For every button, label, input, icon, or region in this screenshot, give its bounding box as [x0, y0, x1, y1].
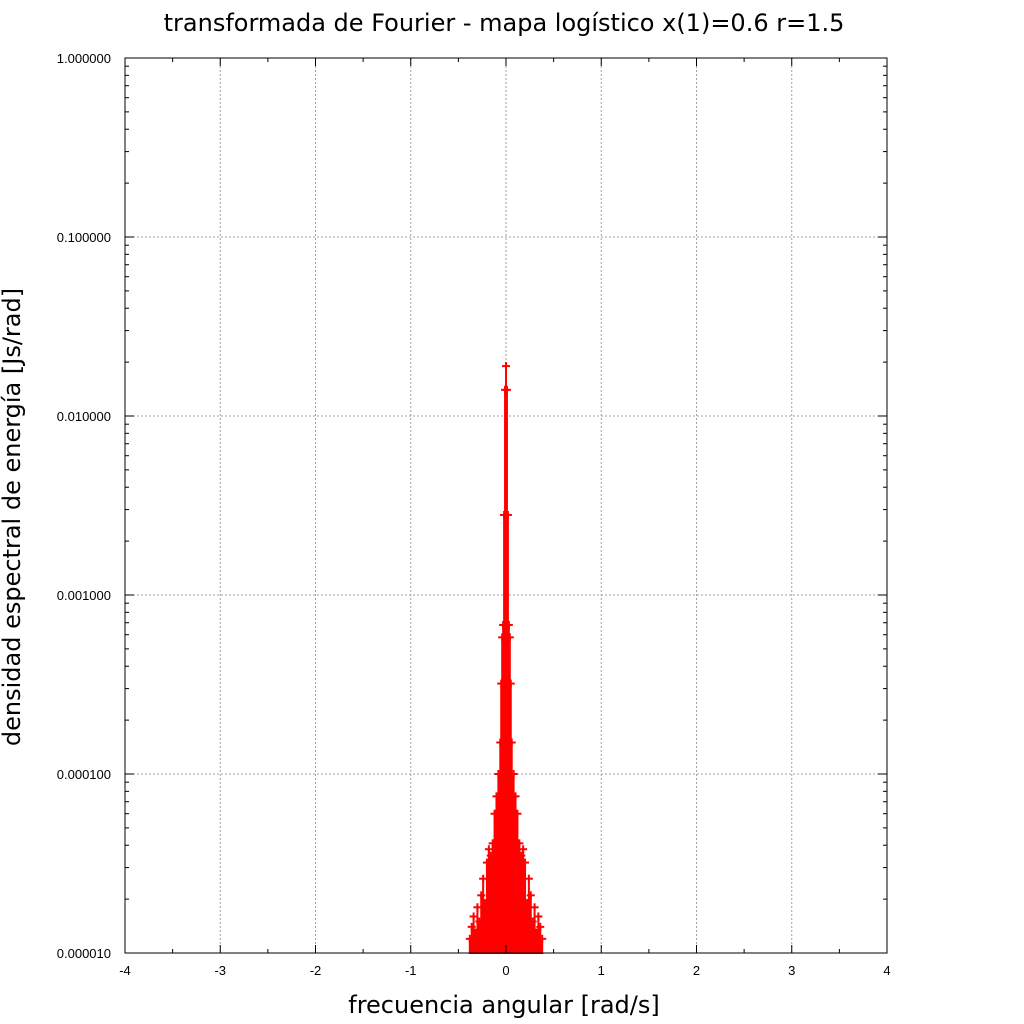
data-point [492, 792, 501, 801]
y-tick-label: 0.100000 [57, 230, 111, 245]
data-point [486, 851, 495, 860]
data-point [498, 633, 507, 642]
data-point [479, 874, 488, 883]
data-point [481, 899, 490, 908]
x-tick-labels: -4 -3 -2 -1 0 1 2 3 4 [119, 963, 890, 978]
data-point [473, 903, 482, 912]
data-point [502, 362, 510, 371]
y-tick-label: 0.001000 [57, 588, 111, 603]
y-tick-label: 0.000100 [57, 767, 111, 782]
data-point [532, 928, 541, 937]
chart-title: transformada de Fourier - mapa logístico… [164, 9, 845, 37]
data-point [477, 891, 486, 900]
x-tick-label: -1 [405, 963, 417, 978]
y-tick-labels: 0.000010 0.000100 0.001000 0.010000 0.100000… [57, 51, 111, 961]
data-point [488, 839, 497, 848]
data-point [521, 858, 530, 867]
ticks [124, 57, 888, 954]
series-layer [465, 362, 547, 954]
series-line [468, 366, 544, 954]
data-point [530, 903, 539, 912]
data-point [496, 738, 505, 747]
data-point [509, 770, 518, 778]
data-point [506, 679, 515, 688]
data-point [469, 912, 478, 921]
data-point [528, 917, 537, 926]
data-point [515, 839, 524, 848]
data-point [513, 809, 522, 818]
data-point [482, 858, 491, 867]
data-point [538, 934, 547, 943]
data-point [490, 809, 499, 818]
data-point [511, 792, 520, 801]
data-point [471, 928, 480, 937]
y-tick-label: 0.010000 [57, 409, 111, 424]
y-axis-label: densidad espectral de energía [Js/rad] [0, 288, 26, 746]
x-tick-label: 4 [883, 963, 890, 978]
x-tick-label: 2 [693, 963, 700, 978]
data-point [475, 917, 484, 926]
data-point [502, 385, 511, 394]
data-point [534, 912, 543, 921]
y-tick-label: 1.000000 [57, 51, 111, 66]
x-tick-label: -3 [214, 963, 226, 978]
data-point [507, 738, 516, 747]
data-point [497, 679, 506, 688]
data-point [522, 899, 531, 908]
x-tick-label: -4 [119, 963, 131, 978]
x-tick-label: -2 [310, 963, 322, 978]
data-point [524, 874, 533, 883]
x-tick-label: 3 [788, 963, 795, 978]
data-point [536, 922, 545, 931]
data-point [517, 851, 526, 860]
data-point [494, 770, 503, 778]
data-point [519, 845, 528, 854]
x-tick-label: 0 [502, 963, 509, 978]
x-axis-label: frecuencia angular [rad/s] [348, 991, 660, 1019]
data-point [465, 934, 474, 943]
data-point [504, 620, 513, 629]
data-point [467, 922, 476, 931]
data-point [505, 633, 514, 642]
x-tick-label: 1 [598, 963, 605, 978]
data-point [503, 510, 512, 519]
data-point [526, 891, 535, 900]
data-point [484, 845, 493, 854]
y-tick-label: 0.000010 [57, 946, 111, 961]
